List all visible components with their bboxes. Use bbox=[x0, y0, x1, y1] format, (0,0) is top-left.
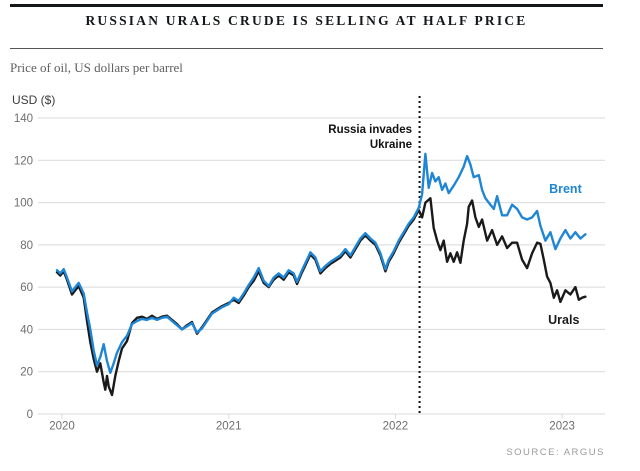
series-labels: Urals Brent bbox=[548, 182, 582, 327]
y-tick-label: 80 bbox=[20, 240, 33, 252]
y-tick-label: 0 bbox=[27, 409, 33, 421]
y-tick-label: 40 bbox=[20, 324, 33, 336]
x-tick-label: 2020 bbox=[49, 421, 75, 433]
y-tick-label: 100 bbox=[14, 198, 33, 210]
x-tick-label: 2021 bbox=[216, 421, 242, 433]
page-title: RUSSIAN URALS CRUDE IS SELLING AT HALF P… bbox=[85, 13, 528, 28]
y-tick-label: 120 bbox=[14, 155, 33, 167]
y-tick-label: 60 bbox=[20, 282, 33, 294]
series-label-urals: Urals bbox=[548, 313, 579, 327]
series-line-urals bbox=[55, 197, 587, 397]
x-tick-label: 2022 bbox=[383, 421, 409, 433]
x-axis: 2020 2021 2022 2023 bbox=[49, 414, 575, 433]
annotations: Russia invades Ukraine bbox=[328, 124, 412, 151]
series-lines bbox=[55, 152, 587, 397]
y-tick-label: 20 bbox=[20, 367, 33, 379]
series-label-brent: Brent bbox=[549, 182, 582, 196]
chart-subtitle: Price of oil, US dollars per barrel bbox=[10, 60, 183, 75]
y-axis-unit-label: USD ($) bbox=[12, 93, 55, 107]
y-tick-label: 140 bbox=[14, 113, 33, 125]
x-tick-label: 2023 bbox=[549, 421, 575, 433]
gridlines: 0 20 40 60 80 100 120 140 bbox=[14, 113, 605, 421]
source-credit: SOURCE: ARGUS bbox=[506, 447, 605, 458]
annotation-line2: Ukraine bbox=[370, 139, 412, 151]
top-rule bbox=[10, 4, 603, 7]
series-line-brent bbox=[55, 152, 587, 374]
annotation-line1: Russia invades bbox=[328, 124, 412, 136]
title-divider bbox=[10, 48, 603, 49]
